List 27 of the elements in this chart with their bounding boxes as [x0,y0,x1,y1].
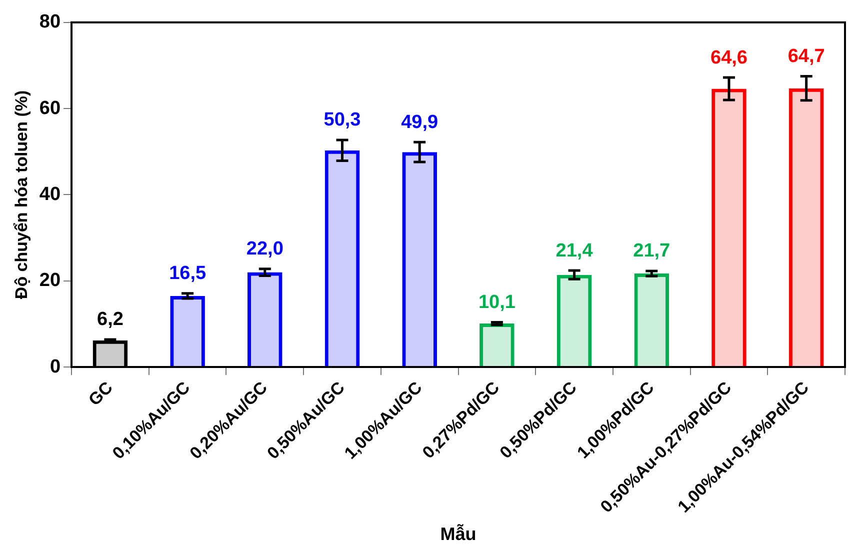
bar [634,274,670,367]
x-axis-title: Mẫu [440,524,476,544]
y-tick-label: 20 [39,270,61,292]
y-tick-label: 40 [39,184,61,205]
data-label: 21,7 [633,240,670,262]
bar [402,152,437,367]
y-tick-label: 60 [39,98,61,119]
bar [480,324,514,367]
x-tick-label: GC [84,378,116,410]
data-label: 6,2 [96,309,124,330]
bar [170,296,205,367]
data-label: 16,5 [169,263,206,284]
y-tick-label: 80 [39,12,61,33]
bar [788,88,824,367]
y-axis-title: Độ chuyển hóa toluen (%) [12,90,31,300]
data-label: 21,4 [556,240,594,262]
data-label: 64,7 [788,46,825,67]
data-label: 10,1 [478,292,516,313]
bar [556,274,592,367]
y-tick-label: 0 [50,356,61,378]
bar [248,272,282,367]
data-label: 64,6 [710,47,748,68]
bar [324,150,360,367]
data-label: 49,9 [401,112,438,133]
bar [712,88,746,367]
data-label: 22,0 [246,238,284,260]
data-label: 50,3 [324,110,361,131]
